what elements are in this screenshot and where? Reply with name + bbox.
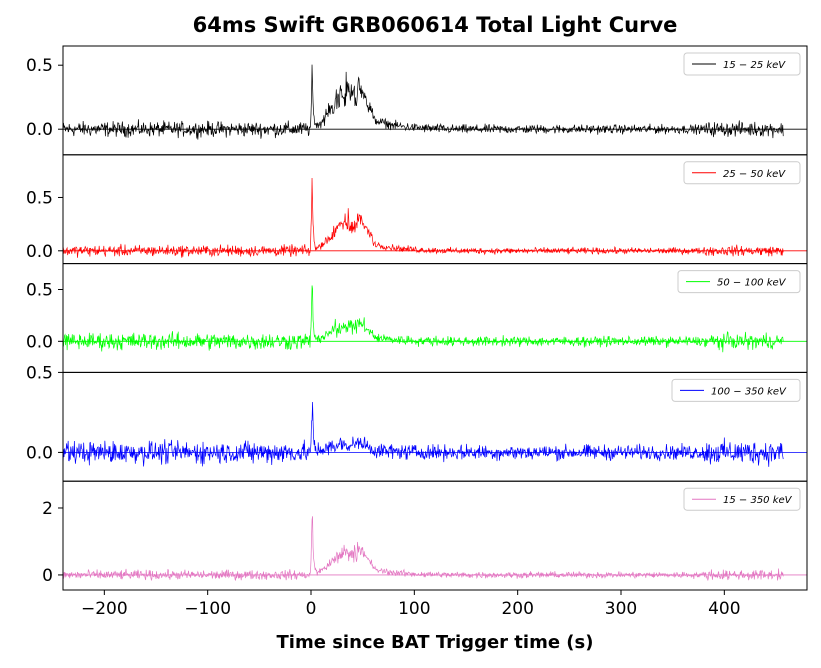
legend: 25 − 50 keV [683,161,801,185]
y-tick-label: 0.0 [26,332,53,352]
panel-15-350keV: 0 2 15 − 350 keV [42,480,808,591]
legend-label: 15 − 350 keV [723,495,793,506]
legend-box [683,52,801,76]
legend-label: 15 − 25 keV [723,60,786,71]
series-line-15-25keV [63,64,784,140]
x-tick-label: 0 [306,599,317,619]
series-line-50-100keV [63,285,784,353]
panel-100-350keV: 0.0 0.5 100 − 350 keV [26,363,808,482]
x-axis: −200 −100 0 100 200 300 400 [81,590,741,619]
panel-50-100keV: 0.0 0.5 50 − 100 keV [26,263,808,373]
y-tick-label: 0.0 [26,443,53,463]
legend: 100 − 350 keV [671,378,801,402]
legend-box [677,270,801,294]
legend-box [671,378,801,402]
y-tick-label: 2 [42,499,53,519]
x-tick-label: −200 [81,599,128,619]
legend: 15 − 350 keV [683,487,801,511]
y-tick-label: 0.5 [26,56,53,76]
legend: 50 − 100 keV [677,270,801,294]
legend: 15 − 25 keV [683,52,801,76]
x-tick-label: −100 [184,599,231,619]
panel-frame [62,480,808,591]
series-line-15-350keV [63,516,784,582]
legend-box [683,487,801,511]
y-tick-label: 0.0 [26,242,53,262]
series-line-100-350keV [63,401,784,468]
x-tick-label: 200 [501,599,533,619]
x-tick-label: 100 [398,599,430,619]
legend-label: 25 − 50 keV [723,169,786,180]
x-axis-label: Time since BAT Trigger time (s) [277,632,594,653]
panel-15-25keV: 0.0 0.5 15 − 25 keV [26,45,808,156]
x-tick-label: 300 [605,599,637,619]
y-tick-label: 0.5 [26,281,53,301]
x-tick-label: 400 [708,599,740,619]
y-tick-label: 0.5 [26,363,53,383]
y-tick-label: 0 [42,566,53,586]
legend-label: 50 − 100 keV [717,278,787,289]
y-tick-label: 0.0 [26,120,53,140]
legend-label: 100 − 350 keV [711,386,787,397]
chart-title: 64ms Swift GRB060614 Total Light Curve [193,13,678,37]
y-tick-label: 0.5 [26,188,53,208]
legend-box [683,161,801,185]
series-line-25-50keV [63,178,784,258]
panel-25-50keV: 0.0 0.5 25 − 50 keV [26,154,808,265]
panels-group: 0.0 0.5 15 − 25 keV 0.0 0.5 25 − 50 keV 0.0 0.5… [26,45,808,591]
